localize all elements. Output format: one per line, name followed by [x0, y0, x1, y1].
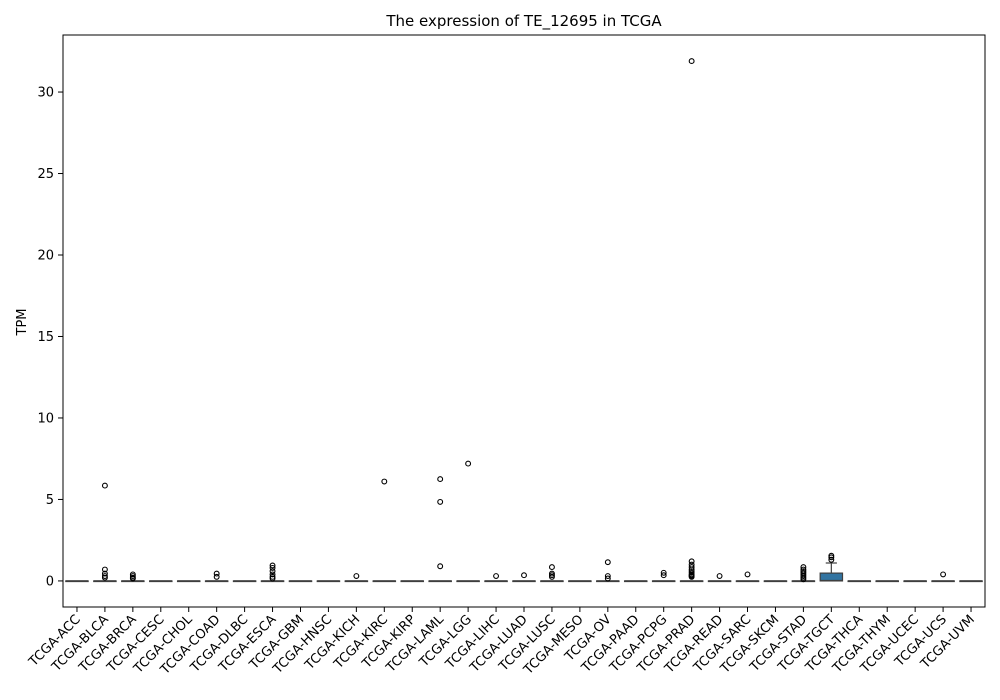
box-group — [623, 580, 648, 583]
chart-title: The expression of TE_12695 in TCGA — [385, 12, 662, 31]
box-group — [707, 573, 732, 583]
outlier-point — [828, 556, 835, 563]
outlier-point — [688, 573, 695, 580]
outlier-point — [101, 566, 108, 573]
outlier-point — [604, 573, 611, 579]
outlier-point — [521, 572, 527, 579]
outlier-point — [269, 575, 276, 582]
y-tick-label: 0 — [46, 574, 54, 589]
outlier-point — [213, 573, 220, 580]
box-group — [65, 580, 89, 583]
box-group — [456, 460, 480, 583]
y-axis-label: TPM — [15, 309, 30, 337]
outlier-point — [660, 569, 667, 576]
box-group — [204, 570, 229, 583]
box-group — [512, 572, 536, 583]
y-tick-label: 20 — [37, 249, 54, 264]
outlier-point — [213, 570, 220, 577]
outlier-point — [548, 573, 555, 580]
box-group — [344, 573, 369, 583]
y-tick-label: 5 — [46, 493, 54, 508]
outlier-point — [688, 58, 695, 65]
outlier-point — [688, 558, 695, 565]
outlier-point — [548, 564, 555, 571]
outlier-point — [744, 571, 751, 578]
outlier-point — [800, 564, 807, 571]
box-group — [93, 482, 117, 583]
box-group — [316, 580, 341, 583]
box-group — [121, 571, 145, 583]
box-group — [931, 571, 955, 583]
outlier-point — [381, 478, 388, 485]
box-group — [875, 580, 899, 583]
outlier-point — [437, 498, 444, 505]
outlier-point — [437, 476, 444, 483]
outlier-point — [660, 572, 667, 579]
y-tick-label: 15 — [37, 330, 54, 345]
y-tick-label: 25 — [37, 167, 54, 182]
box-group — [288, 580, 313, 583]
box-group — [763, 580, 788, 583]
outlier-point — [101, 482, 108, 489]
box-group — [651, 569, 676, 583]
box-group — [791, 564, 816, 583]
box-group — [484, 573, 508, 583]
outlier-point — [604, 559, 611, 566]
outlier-point — [828, 554, 835, 561]
box-group — [735, 571, 760, 583]
box-group — [679, 58, 704, 583]
box-group — [540, 564, 564, 583]
box-group — [372, 478, 397, 583]
outlier-point — [129, 575, 136, 582]
outlier-point — [688, 564, 695, 571]
box-group — [400, 580, 425, 583]
outlier-point — [101, 574, 108, 581]
box-group — [819, 552, 844, 582]
box-group — [959, 580, 983, 583]
outlier-point — [353, 573, 360, 579]
y-tick-label: 30 — [37, 86, 54, 101]
box-group — [596, 559, 620, 583]
box-group — [149, 580, 173, 583]
outlier-point — [269, 568, 276, 575]
box-group — [260, 562, 285, 583]
outlier-point — [465, 460, 472, 467]
box — [819, 572, 844, 582]
box-group — [568, 580, 592, 583]
x-axis: TCGA-ACCTCGA-BLCATCGA-BRCATCGA-CESCTCGA-… — [26, 607, 978, 678]
outlier-point — [800, 576, 807, 583]
box-group — [903, 580, 927, 583]
box-group — [428, 476, 452, 583]
y-axis: 0 5 10 15 20 25 30 — [37, 86, 63, 589]
outlier-point — [940, 571, 947, 578]
outlier-point — [269, 564, 276, 571]
outlier-point — [493, 573, 500, 579]
outlier-point — [604, 575, 611, 582]
outlier-point — [269, 562, 276, 569]
plot-frame — [62, 34, 986, 608]
outlier-point — [101, 570, 108, 577]
plot-area — [65, 58, 983, 583]
outlier-point — [269, 571, 276, 578]
outlier-point — [437, 563, 444, 570]
outlier-point — [716, 573, 723, 579]
box-group — [232, 580, 257, 583]
y-tick-label: 10 — [37, 411, 54, 426]
box-group — [847, 580, 872, 583]
box-group — [176, 580, 201, 583]
